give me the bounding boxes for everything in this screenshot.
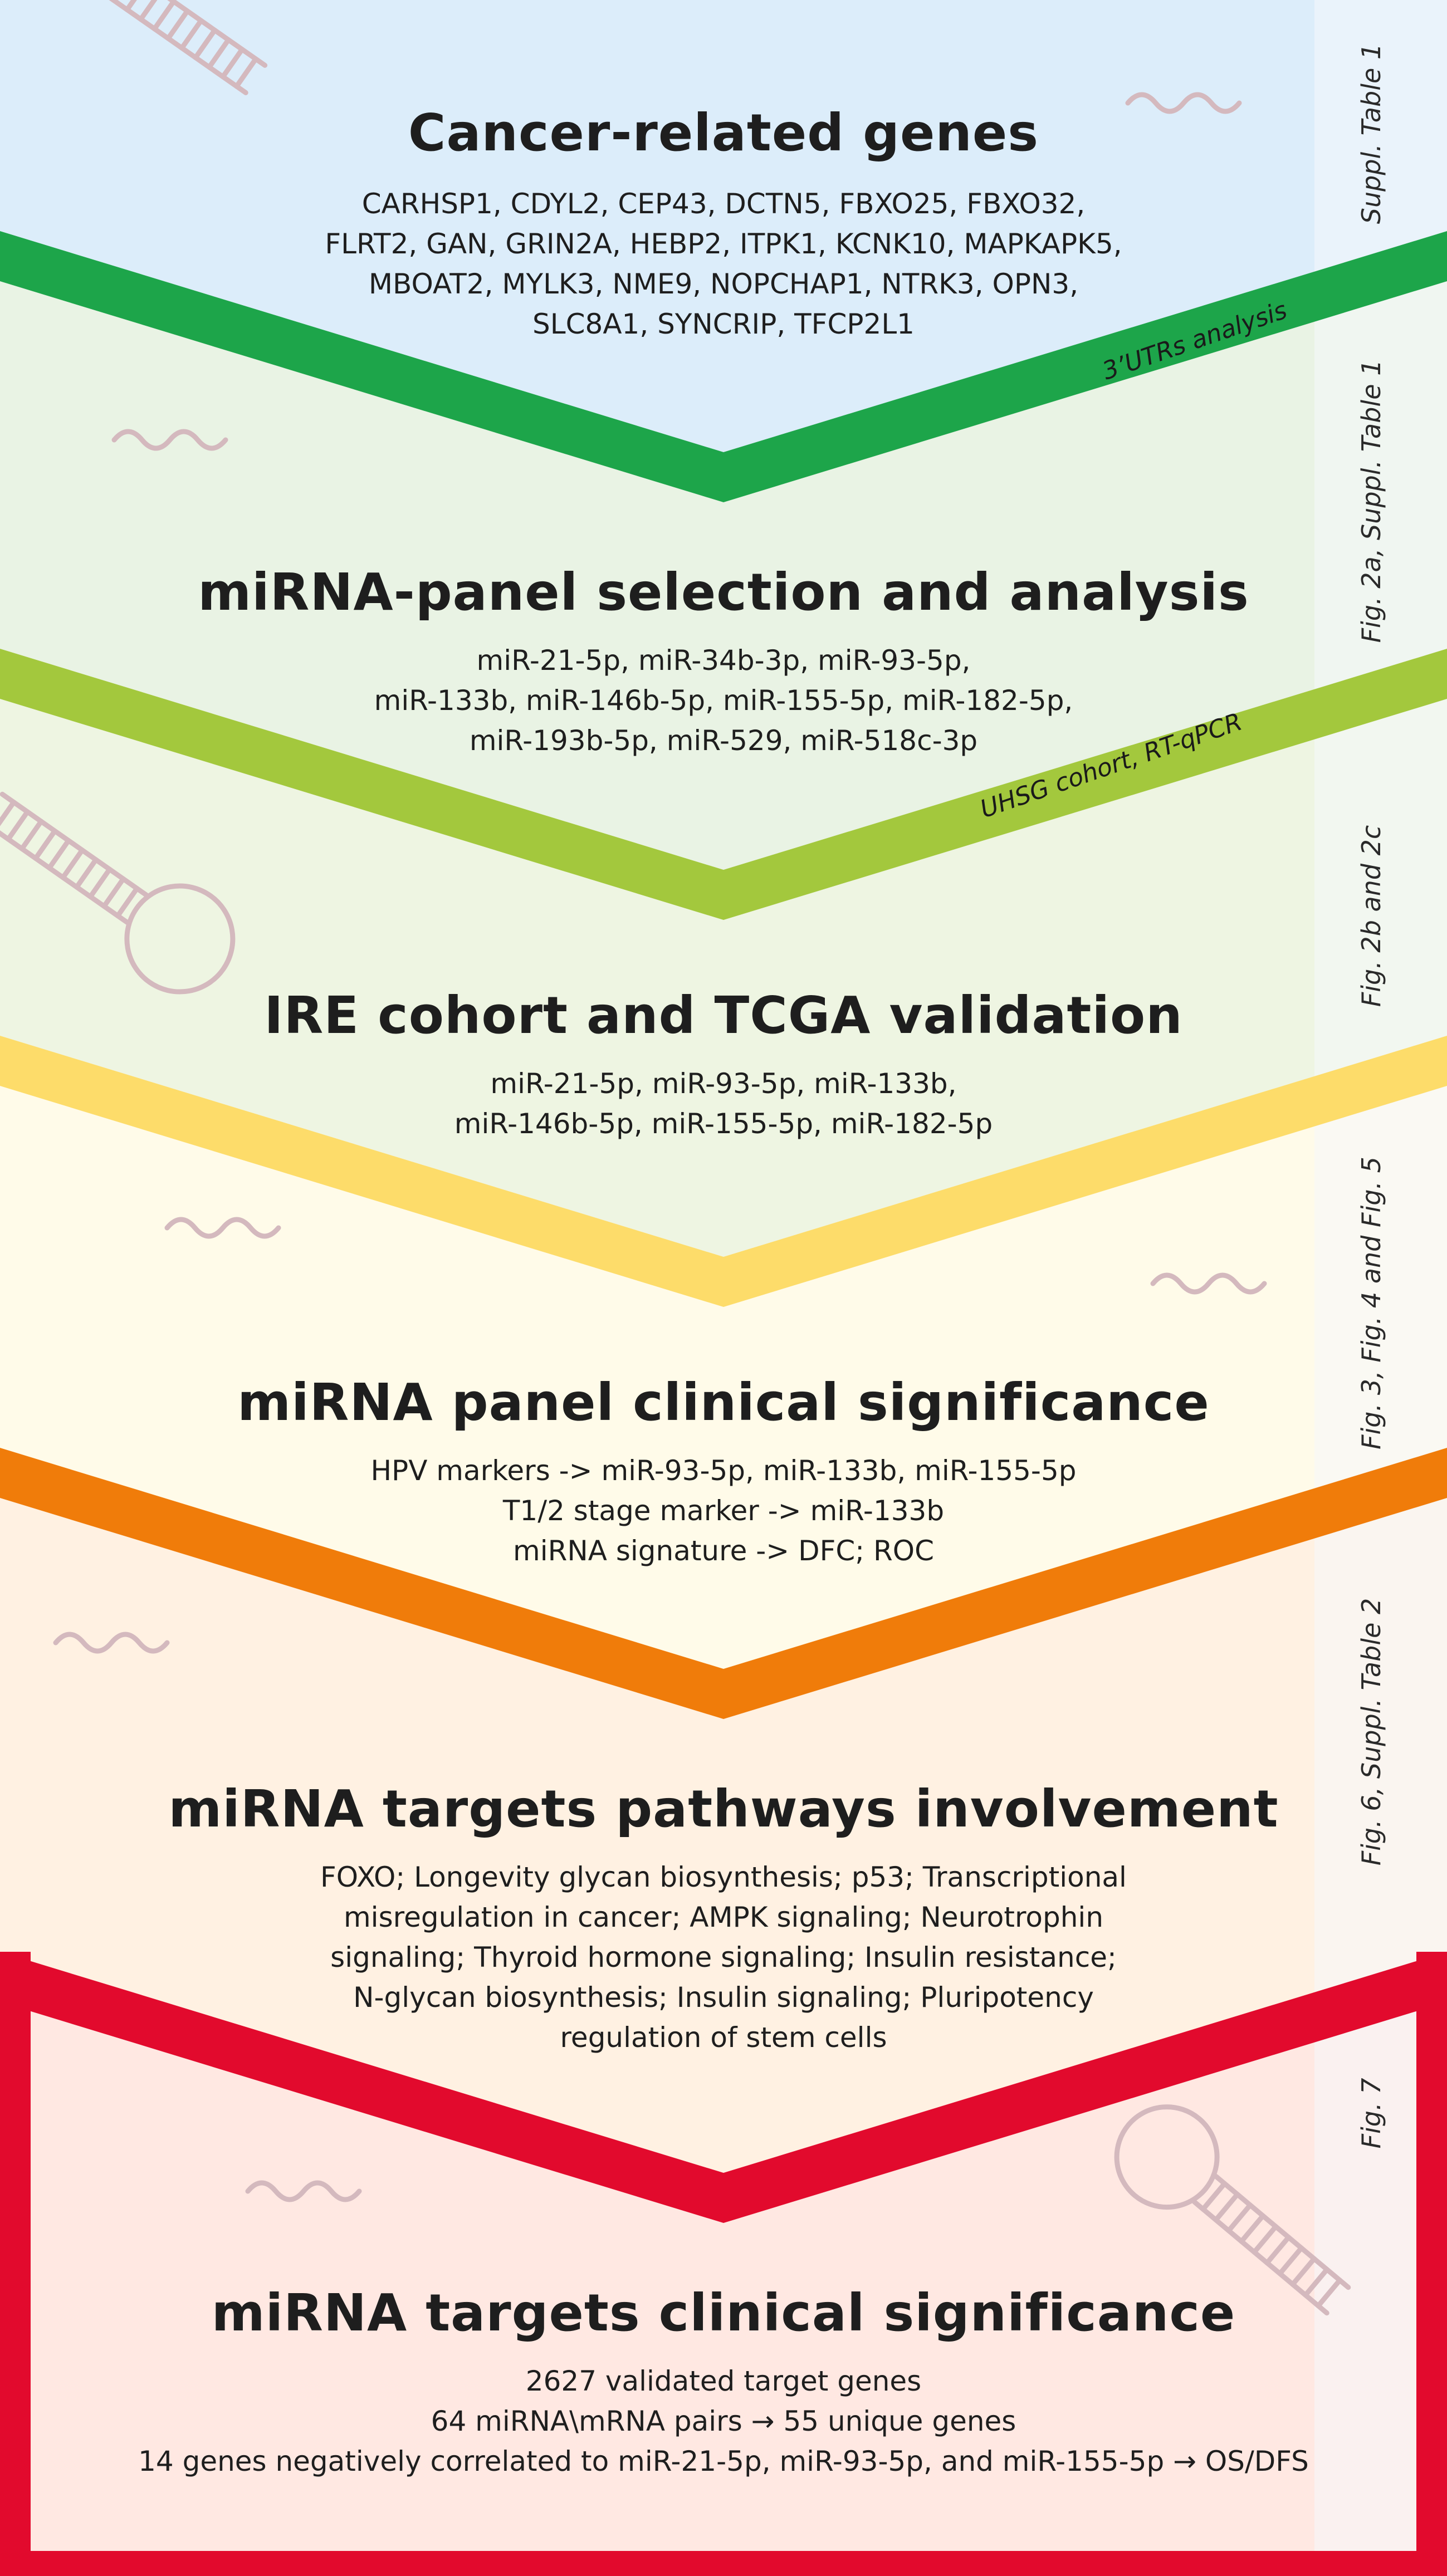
hairpin-rung [74,857,99,890]
stage-body: 2627 validated target genes 64 miRNA\mRN… [0,2361,1447,2481]
finding-line: HPV markers -> miR-93-5p, miR-133b, miR-… [370,1454,1077,1487]
stage-body: FOXO; Longevity glycan biosynthesis; p53… [0,1857,1447,2058]
finding-line: 64 miRNA\mRNA pairs → 55 unique genes [431,2405,1016,2437]
chevron-band [0,1952,1447,2223]
squiggle-icon [164,1217,281,1239]
hairpin-rung [101,876,126,909]
stage-body: CARHSP1, CDYL2, CEP43, DCTN5, FBXO25, FB… [0,184,1447,344]
hairpin-rung [1252,2224,1279,2255]
hairpin-rung [1290,2256,1317,2287]
hairpin-rung [1316,2278,1342,2309]
mirna-line: miR-21-5p, miR-34b-3p, miR-93-5p, [476,644,971,677]
final-stage-frame [1416,1952,1447,2576]
hairpin-rung [151,0,177,32]
stage-title: miRNA-panel selection and analysis [198,562,1249,622]
hairpin-rung [1226,2202,1253,2234]
hairpin-rung [1200,2181,1228,2212]
gene-line: SLC8A1, SYNCRIP, TFCP2L1 [532,308,915,340]
hairpin-rung [124,0,149,12]
mirna-line: miR-21-5p, miR-93-5p, miR-133b, [490,1067,957,1100]
hairpin-rung [138,0,163,22]
hairpin-rung [19,819,44,851]
hairpin-rung [87,866,113,899]
hairpin-rung [1277,2245,1304,2276]
finding-line: miRNA signature -> DFC; ROC [512,1535,934,1567]
squiggle-icon [1150,1272,1267,1295]
hairpin-rung [1303,2267,1329,2298]
gene-line: MBOAT2, MYLK3, NME9, NOPCHAP1, NTRK3, OP… [368,268,1079,300]
hairpin-rung [1213,2192,1240,2223]
chevron-band [0,231,1447,502]
finding-line: 14 genes negatively correlated to miR-21… [138,2445,1309,2477]
chevron-band [0,649,1447,920]
gene-line: CARHSP1, CDYL2, CEP43, DCTN5, FBXO25, FB… [361,188,1086,220]
final-stage-frame [0,2551,1447,2576]
gene-line: FLRT2, GAN, GRIN2A, HEBP2, ITPK1, KCNK10… [325,228,1122,260]
pathway-line: regulation of stem cells [560,2021,887,2054]
finding-line: 2627 validated target genes [525,2365,922,2397]
squiggle-icon [111,429,228,451]
final-stage-frame [0,1952,31,2576]
hairpin-icon [0,791,236,995]
squiggle-icon [53,1632,170,1654]
pathway-line: signaling; Thyroid hormone signaling; In… [330,1941,1117,1973]
chevron-band [0,1036,1447,1307]
hairpin-rung [6,809,30,842]
hairpin-rung [115,886,140,919]
hairpin-rung [220,47,245,80]
hairpin-rung [165,8,190,41]
stage-title: miRNA targets pathways involvement [168,1779,1279,1839]
hairpin-rung [234,56,258,89]
squiggle-icon [1125,92,1242,114]
hairpin-rung [193,27,218,60]
hairpin-rung [0,800,17,832]
stage-body: miR-21-5p, miR-34b-3p, miR-93-5p, miR-13… [0,640,1447,761]
hairpin-rung [33,828,57,861]
hairpin-rung [1264,2235,1292,2266]
hairpin-rung [179,18,204,51]
hairpin-icon [1114,2104,1351,2316]
stage-title: Cancer-related genes [408,103,1039,163]
hairpin-icon [101,0,268,95]
stage-title: miRNA targets clinical significance [211,2283,1236,2343]
hairpin-rung [207,37,231,70]
mirna-line: miR-146b-5p, miR-155-5p, miR-182-5p [454,1108,993,1140]
hairpin-rung [60,848,85,880]
stage-body: HPV markers -> miR-93-5p, miR-133b, miR-… [0,1451,1447,1571]
mirna-line: miR-133b, miR-146b-5p, miR-155-5p, miR-1… [374,684,1073,717]
stage-body: miR-21-5p, miR-93-5p, miR-133b, miR-146b… [0,1064,1447,1144]
hairpin-rung [1239,2213,1266,2244]
finding-line: T1/2 stage marker -> miR-133b [502,1495,945,1527]
pathway-line: N-glycan biosynthesis; Insulin signaling… [353,1981,1094,2014]
pathway-line: misregulation in cancer; AMPK signaling;… [343,1901,1104,1933]
pathway-line: FOXO; Longevity glycan biosynthesis; p53… [320,1861,1127,1893]
stage-title: miRNA panel clinical significance [237,1373,1210,1432]
chevron-band [0,1448,1447,1719]
stage-title: IRE cohort and TCGA validation [264,986,1183,1045]
squiggle-icon [245,2180,362,2202]
mirna-line: miR-193b-5p, miR-529, miR-518c-3p [469,724,978,757]
hairpin-rung [47,838,71,871]
